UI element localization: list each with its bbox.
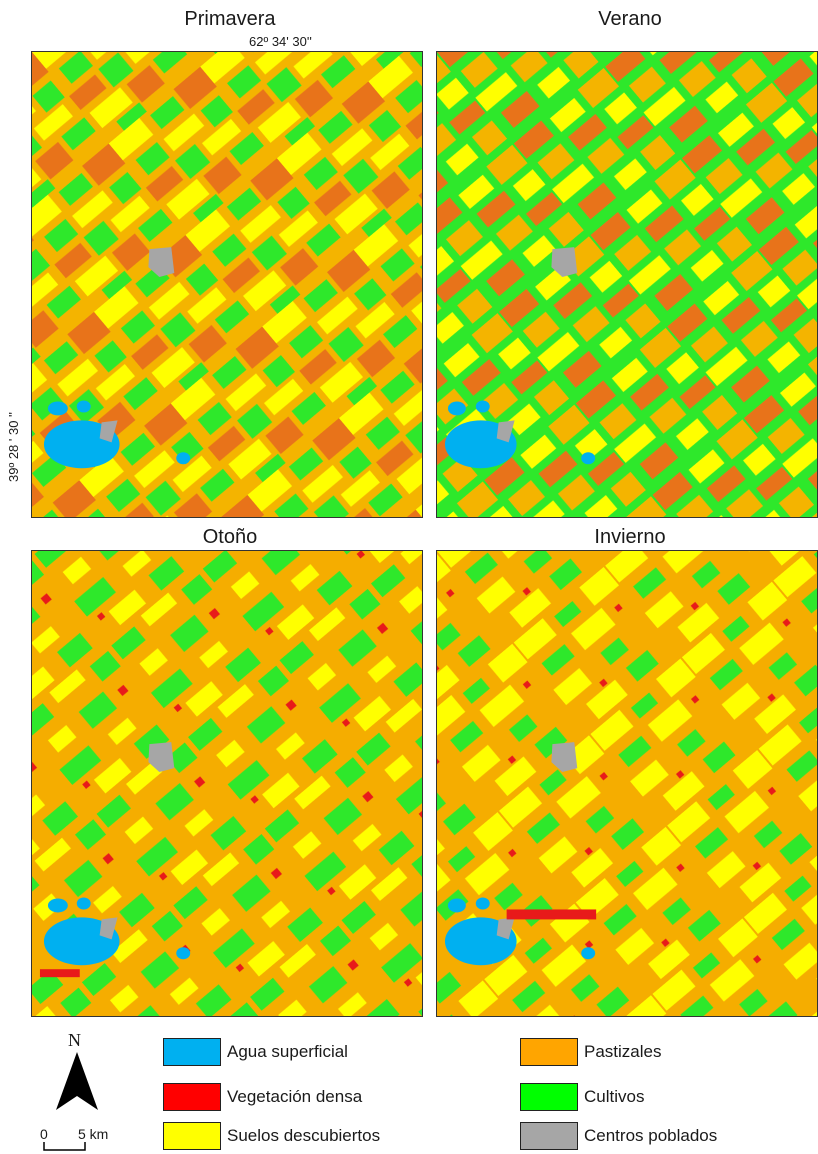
legend-vegetacion-densa: Vegetación densa xyxy=(163,1083,362,1111)
legend-cultivos: Cultivos xyxy=(520,1083,644,1111)
legend-swatch xyxy=(520,1083,578,1111)
legend-label: Centros poblados xyxy=(584,1126,718,1145)
legend-swatch xyxy=(163,1122,221,1150)
map-panel-invierno xyxy=(436,550,818,1017)
scale-start-label: 0 xyxy=(40,1126,48,1142)
panel-title-verano: Verano xyxy=(598,8,662,30)
map-panel-primavera xyxy=(31,51,423,518)
legend-swatch xyxy=(520,1122,578,1150)
panel-title-otono: Otoño xyxy=(202,526,258,548)
north-arrow-icon xyxy=(56,1052,98,1110)
legend-swatch xyxy=(520,1038,578,1066)
town-area xyxy=(148,247,175,278)
latitude-label: 39º 28 ' 30 '' xyxy=(6,411,21,482)
map-panel-otono xyxy=(31,550,423,1017)
scale-bar xyxy=(43,1142,86,1151)
north-label: N xyxy=(68,1030,81,1050)
scale-end-label: 5 km xyxy=(78,1126,109,1142)
north-arrow: N xyxy=(52,1030,102,1110)
legend-label: Vegetación densa xyxy=(227,1087,363,1106)
panel-title-primavera: Primavera xyxy=(184,8,276,30)
longitude-label: 62º 34' 30'' xyxy=(249,34,312,49)
legend-pastizales: Pastizales xyxy=(520,1038,661,1066)
legend-label: Suelos descubiertos xyxy=(227,1126,381,1145)
legend-label: Agua superficial xyxy=(227,1042,348,1061)
legend-label: Cultivos xyxy=(584,1087,645,1106)
panel-title-invierno: Invierno xyxy=(594,526,666,548)
legend-centros-poblados: Centros poblados xyxy=(520,1122,717,1150)
legend-label: Pastizales xyxy=(584,1042,662,1061)
legend-swatch xyxy=(163,1083,221,1111)
legend-suelos-descubiertos: Suelos descubiertos xyxy=(163,1122,380,1150)
legend-agua-superficial: Agua superficial xyxy=(163,1038,348,1066)
legend-swatch xyxy=(163,1038,221,1066)
map-panel-verano xyxy=(436,51,818,518)
